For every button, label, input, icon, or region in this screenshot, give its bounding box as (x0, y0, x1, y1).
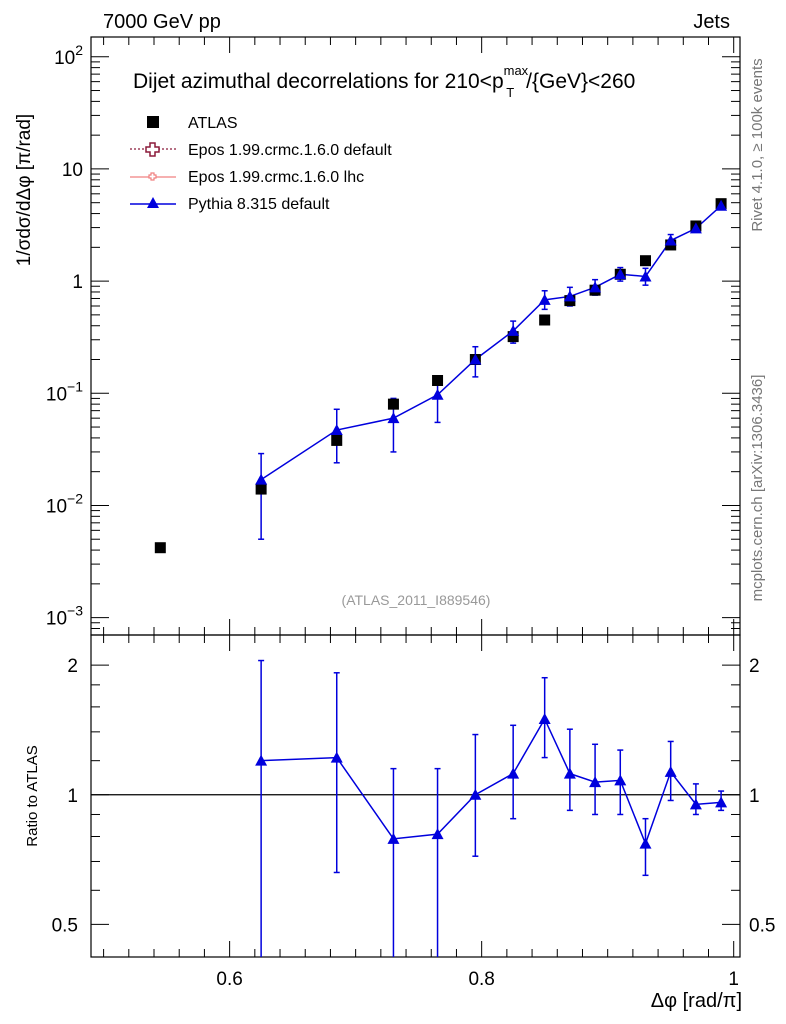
ratio-y-tick-label: 2 (67, 656, 78, 677)
ratio-data (255, 659, 728, 957)
pythia-point (589, 281, 602, 293)
xlabel: Δφ [rad/π] (651, 990, 742, 1012)
pythia-point (689, 222, 702, 234)
legend: ATLAS Epos 1.99.crmc.1.6.0 default Epos … (130, 115, 392, 213)
y-tick-label: 10−2 (46, 490, 83, 517)
ratio-y-tick-label: 0.5 (52, 915, 78, 936)
atlas-point (539, 314, 551, 326)
title-sup: max (504, 63, 529, 78)
main-title: Dijet azimuthal decorrelations for 210<p… (133, 63, 635, 100)
y-tick-base: 10 (54, 48, 75, 69)
y-tick-exp: 2 (75, 42, 83, 58)
legend-label-epos-lhc: Epos 1.99.crmc.1.6.0 lhc (188, 169, 364, 186)
ratio-point (431, 828, 444, 840)
y-tick-base: 1 (72, 272, 83, 293)
ratio-point (589, 776, 602, 788)
x-tick-label: 0.6 (216, 969, 242, 990)
ratio-axes: 0.6 0.8 1 0.5 0.5 1 1 2 2 (52, 635, 775, 990)
title-part-after: /{GeV}<260 (526, 70, 635, 93)
main-ylabel: 1/σdσ/dΔφ [π/rad] (14, 114, 35, 266)
energy-label: 7000 GeV pp (103, 11, 221, 33)
pythia-point (255, 473, 268, 485)
mcplots-label: mcplots.cern.ch [arXiv:1306.3436] (749, 375, 766, 602)
ratio-point (538, 712, 551, 724)
legend-marker-pythia (147, 197, 159, 208)
title-sub: T (506, 85, 514, 100)
pythia-point (469, 353, 482, 365)
pythia-point (614, 268, 627, 280)
legend-marker-epos-default (145, 142, 160, 157)
legend-marker-atlas (147, 116, 159, 128)
pythia-line (260, 205, 722, 481)
y-tick-label: 102 (54, 42, 83, 69)
atlas-point (255, 483, 267, 495)
ratio-point (715, 796, 728, 808)
ratio-point (563, 767, 576, 779)
category-label: Jets (693, 11, 730, 33)
y-tick-label: 10−3 (46, 603, 83, 630)
rivet-label: Rivet 4.1.0, ≥ 100k events (749, 58, 766, 231)
ratio-point (689, 798, 702, 810)
ratio-point (507, 767, 520, 779)
legend-label-pythia: Pythia 8.315 default (188, 196, 330, 213)
y-tick-base: 10 (62, 160, 83, 181)
y-tick-label: 10−1 (46, 378, 83, 405)
atlas-point (154, 542, 166, 554)
atlas-point (387, 398, 399, 410)
ratio-point (469, 788, 482, 800)
pythia-point (387, 412, 400, 424)
main-data (154, 198, 728, 554)
ratio-point (330, 751, 343, 763)
pythia-point (507, 324, 520, 336)
y-tick-label: 10 (62, 160, 83, 181)
ratio-plot-frame (90, 634, 741, 958)
y-tick-base: 10 (46, 496, 67, 517)
legend-label-epos-default: Epos 1.99.crmc.1.6.0 default (188, 142, 392, 159)
ratio-line (261, 717, 722, 846)
atlas-point (507, 331, 519, 343)
pythia-point (639, 270, 652, 282)
legend-marker-epos-lhc (148, 172, 157, 181)
ratio-point (255, 754, 268, 766)
x-tick-label: 0.8 (468, 969, 494, 990)
y-tick-base: 10 (46, 384, 67, 405)
atlas-point (432, 374, 444, 386)
analysis-id: (ATLAS_2011_I889546) (342, 592, 491, 608)
ratio-point (387, 832, 400, 844)
legend-label-atlas: ATLAS (188, 115, 238, 132)
ratio-point (639, 837, 652, 849)
ratio-point (664, 765, 677, 777)
ratio-y-tick-label-right: 0.5 (749, 915, 775, 936)
ratio-y-tick-label-right: 1 (749, 786, 760, 807)
ratio-point (614, 774, 627, 786)
ratio-ylabel: Ratio to ATLAS (24, 745, 41, 846)
pythia-point (664, 234, 677, 246)
y-tick-label: 1 (72, 272, 83, 293)
ratio-y-tick-label-right: 2 (749, 656, 760, 677)
pythia-point (431, 388, 444, 400)
y-tick-exp: −1 (67, 378, 83, 394)
pythia-point (715, 199, 728, 211)
x-tick-label: 1 (728, 969, 739, 990)
y-tick-base: 10 (46, 609, 67, 630)
pythia-point (563, 290, 576, 302)
atlas-point (639, 255, 651, 267)
pythia-point (538, 293, 551, 305)
title-part-before: Dijet azimuthal decorrelations for 210<p (133, 70, 504, 93)
y-tick-exp: −2 (67, 490, 83, 506)
pythia-point (330, 424, 343, 436)
atlas-point (331, 434, 343, 446)
y-tick-exp: −3 (67, 603, 83, 619)
ratio-y-tick-label: 1 (67, 786, 78, 807)
